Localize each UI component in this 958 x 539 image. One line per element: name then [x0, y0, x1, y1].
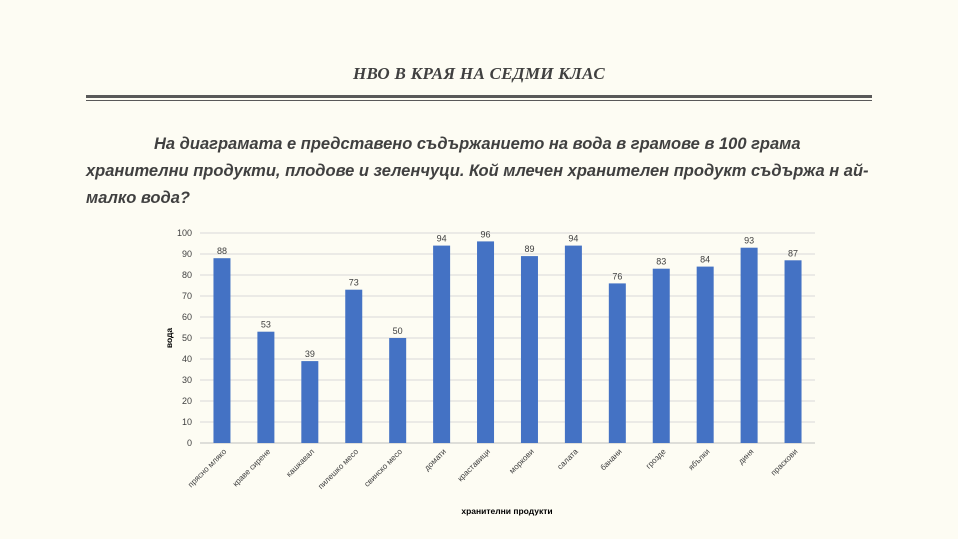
- x-tick-label: грозде: [644, 447, 668, 471]
- data-label: 94: [437, 234, 447, 244]
- bar: [345, 289, 363, 443]
- x-tick-label: пилешко месо: [316, 447, 360, 491]
- bar: [433, 245, 451, 443]
- x-tick-label: праскови: [769, 447, 799, 477]
- x-tick-label: ябълки: [687, 447, 712, 472]
- x-tick-label: кашкавал: [284, 447, 316, 479]
- y-tick-label: 80: [182, 270, 192, 280]
- data-label: 94: [568, 234, 578, 244]
- y-tick-label: 90: [182, 249, 192, 259]
- x-tick-label: свинско месо: [362, 447, 404, 489]
- chart-gridlines: [200, 232, 815, 444]
- bar: [784, 260, 802, 443]
- data-label: 83: [656, 257, 666, 267]
- chart-y-tick-labels: 0 10 20 30 40 50 60 70 80 90 100: [177, 228, 192, 448]
- x-tick-label: краве сирене: [231, 447, 273, 489]
- bar: [520, 256, 538, 443]
- data-label: 89: [524, 244, 534, 254]
- bar: [608, 283, 626, 443]
- x-tick-label: прясно мляко: [186, 447, 229, 490]
- x-tick-label: салата: [555, 447, 580, 472]
- y-tick-label: 10: [182, 417, 192, 427]
- y-tick-label: 0: [187, 438, 192, 448]
- data-label: 88: [217, 246, 227, 256]
- x-tick-label: домати: [423, 447, 448, 472]
- x-tick-label: краставици: [456, 447, 492, 483]
- x-tick-label: банани: [599, 447, 624, 472]
- y-tick-label: 40: [182, 354, 192, 364]
- x-tick-label: диня: [737, 447, 756, 466]
- chart-data-labels: 88 53 39 73 50 94 96 89 94 76 83 84 93 87: [217, 229, 798, 359]
- data-label: 93: [744, 236, 754, 246]
- x-tick-label: моркови: [507, 447, 535, 475]
- data-label: 73: [349, 278, 359, 288]
- y-tick-label: 60: [182, 312, 192, 322]
- bar: [696, 266, 714, 443]
- page-title: НВО В КРАЯ НА СЕДМИ КЛАС: [353, 64, 605, 83]
- y-tick-label: 20: [182, 396, 192, 406]
- bar: [564, 245, 582, 443]
- y-tick-label: 50: [182, 333, 192, 343]
- question-text: На диаграмата е представено съдържанието…: [86, 135, 869, 207]
- bar: [301, 361, 319, 443]
- data-label: 50: [393, 326, 403, 336]
- bar: [213, 258, 231, 443]
- title-underline-thin: [86, 100, 872, 101]
- bar: [652, 268, 670, 443]
- bar: [389, 338, 407, 443]
- title-underline-thick: [86, 95, 872, 98]
- data-label: 96: [481, 229, 491, 239]
- data-label: 84: [700, 255, 710, 265]
- y-tick-label: 100: [177, 228, 192, 238]
- bar: [740, 247, 758, 443]
- data-label: 53: [261, 320, 271, 330]
- chart-bars: [213, 241, 802, 443]
- bar: [477, 241, 495, 443]
- y-tick-label: 70: [182, 291, 192, 301]
- bar: [257, 331, 275, 443]
- data-label: 39: [305, 349, 315, 359]
- data-label: 87: [788, 248, 798, 258]
- chart-x-tick-labels: прясно мляко краве сирене кашкавал пилешко …: [186, 447, 799, 491]
- y-tick-label: 30: [182, 375, 192, 385]
- x-axis-title: хранителни продукти: [461, 506, 552, 516]
- data-label: 76: [612, 271, 622, 281]
- y-axis-title: вода: [164, 328, 174, 349]
